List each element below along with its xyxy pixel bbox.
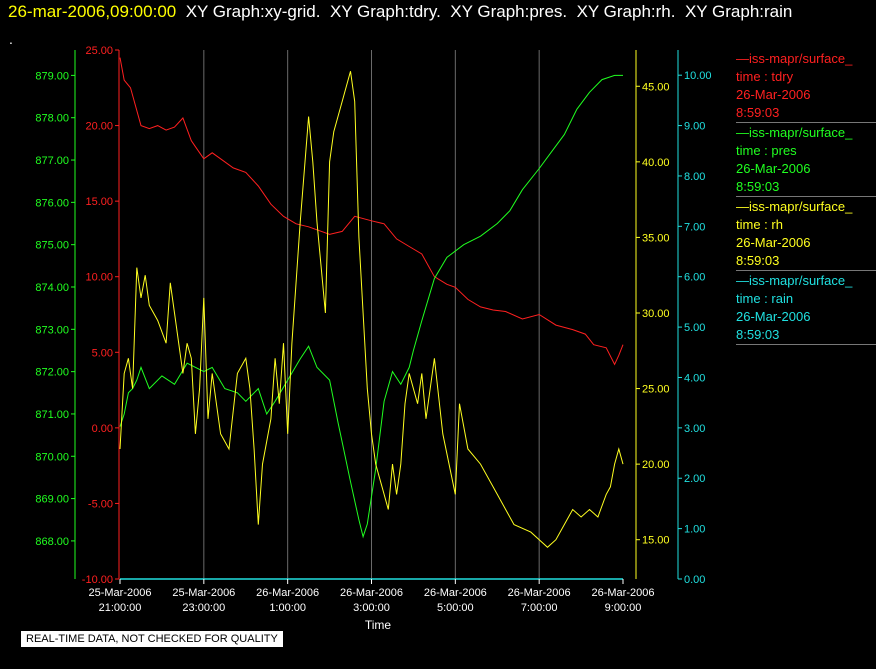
legend-rain-date: 26-Mar-2006	[736, 309, 811, 324]
header: 26-mar-2006,09:00:00 XY Graph:xy-grid. X…	[8, 2, 792, 22]
rain-tick-label: 3.00	[684, 423, 705, 435]
rh-tick-label: 15.00	[642, 535, 670, 547]
rain-tick-label: 7.00	[684, 221, 705, 233]
pres-tick-label: 868.00	[35, 536, 69, 548]
legend-rh-var: time : rh	[736, 217, 783, 232]
rain-tick-label: 4.00	[684, 372, 705, 384]
legend-pres-time: 8:59:03	[736, 179, 780, 194]
legend-rh-line: —iss-mapr/surface_	[736, 199, 853, 214]
rh-tick-label: 35.00	[642, 232, 670, 244]
tdry-tick-label: -5.00	[88, 498, 113, 510]
rain-tick-label: 0.00	[684, 574, 705, 586]
pres-tick-label: 869.00	[35, 494, 69, 506]
rh-tick-label: 25.00	[642, 384, 670, 396]
rain-tick-label: 1.00	[684, 524, 705, 536]
pres-tick-label: 871.00	[35, 409, 69, 421]
tdry-tick-label: 15.00	[85, 196, 113, 208]
pres-tick-label: 870.00	[35, 451, 69, 463]
axes: 868.00 869.00 870.00 871.00 872.00 873.00 874.…	[35, 45, 711, 586]
tdry-tick-label: -10.00	[82, 574, 113, 586]
tdry-tick-label: 0.00	[92, 423, 113, 435]
pres-tick-label: 872.00	[35, 367, 69, 379]
tdry-tick-label: 5.00	[92, 347, 113, 359]
x-tick-label-date: 26-Mar-2006	[340, 587, 403, 599]
pres-series-line	[119, 74, 623, 539]
rain-tick-label: 8.00	[684, 171, 705, 183]
x-tick-label-time: 5:00:00	[437, 602, 474, 614]
x-tick-label-date: 26-Mar-2006	[508, 587, 571, 599]
x-axis-ticks: 25-Mar-2006 21:00:00 25-Mar-2006 23:00:00 26…	[89, 579, 655, 614]
legend-rh-date: 26-Mar-2006	[736, 235, 811, 250]
x-tick-label-date: 26-Mar-2006	[592, 587, 655, 599]
rain-tick-label: 2.00	[684, 473, 705, 485]
legend-tdry: —iss-mapr/surface_ time : tdry 26-Mar-20…	[736, 50, 876, 123]
rh-tick-label: 40.00	[642, 157, 670, 169]
legend-pres-date: 26-Mar-2006	[736, 161, 811, 176]
pres-tick-label: 874.00	[35, 282, 69, 294]
legend-rain-time: 8:59:03	[736, 327, 780, 342]
rain-tick-label: 5.00	[684, 322, 705, 334]
quality-disclaimer: REAL-TIME DATA, NOT CHECKED FOR QUALITY	[21, 631, 283, 647]
legend-pres-line: —iss-mapr/surface_	[736, 125, 853, 140]
legend-tdry-line: —iss-mapr/surface_	[736, 51, 853, 66]
x-axis-label: Time	[365, 618, 392, 632]
legend-pres: —iss-mapr/surface_ time : pres 26-Mar-20…	[736, 124, 876, 197]
x-tick-label-time: 9:00:00	[605, 602, 642, 614]
timestamp: 26-mar-2006,09:00:00	[8, 2, 177, 21]
graph-title-xy-grid: XY Graph:xy-grid.	[185, 2, 321, 21]
legend-rain-var: time : rain	[736, 291, 794, 306]
rain-tick-label: 10.00	[684, 70, 712, 82]
x-tick-label-time: 1:00:00	[269, 602, 306, 614]
legend: —iss-mapr/surface_ time : tdry 26-Mar-20…	[736, 50, 876, 346]
pres-tick-label: 876.00	[35, 197, 69, 209]
x-tick-label-date: 25-Mar-2006	[172, 587, 235, 599]
legend-rh-time: 8:59:03	[736, 253, 780, 268]
status-dot: .	[9, 31, 13, 47]
graph-title-tdry: XY Graph:tdry.	[329, 2, 441, 21]
legend-rh: —iss-mapr/surface_ time : rh 26-Mar-2006…	[736, 198, 876, 271]
tdry-tick-label: 10.00	[85, 272, 113, 284]
graph-title-rain: XY Graph:rain	[684, 2, 793, 21]
legend-tdry-var: time : tdry	[736, 69, 794, 84]
legend-rain-line: —iss-mapr/surface_	[736, 273, 853, 288]
x-tick-label-time: 7:00:00	[521, 602, 558, 614]
rh-tick-label: 20.00	[642, 459, 670, 471]
legend-pres-var: time : pres	[736, 143, 797, 158]
legend-tdry-time: 8:59:03	[736, 105, 780, 120]
pres-tick-label: 875.00	[35, 240, 69, 252]
rain-tick-label: 9.00	[684, 121, 705, 133]
x-tick-label-time: 3:00:00	[353, 602, 390, 614]
pres-tick-label: 878.00	[35, 113, 69, 125]
legend-rain: —iss-mapr/surface_ time : rain 26-Mar-20…	[736, 272, 876, 345]
graph-title-pres: XY Graph:pres.	[450, 2, 568, 21]
tdry-series-line	[119, 57, 624, 366]
graph-title-rh: XY Graph:rh.	[576, 2, 676, 21]
pres-tick-label: 873.00	[35, 324, 69, 336]
rh-tick-label: 30.00	[642, 308, 670, 320]
pres-tick-label: 879.00	[35, 70, 69, 82]
rh-series-line	[119, 71, 624, 548]
tdry-tick-label: 25.00	[85, 45, 113, 57]
legend-tdry-date: 26-Mar-2006	[736, 87, 811, 102]
pres-tick-label: 877.00	[35, 155, 69, 167]
x-tick-label-date: 25-Mar-2006	[89, 587, 152, 599]
tdry-tick-label: 20.00	[85, 121, 113, 133]
x-tick-label-time: 23:00:00	[182, 602, 225, 614]
x-tick-label-date: 26-Mar-2006	[256, 587, 319, 599]
rain-tick-label: 6.00	[684, 272, 705, 284]
x-tick-label-date: 26-Mar-2006	[424, 587, 487, 599]
x-tick-label-time: 21:00:00	[99, 602, 142, 614]
rh-tick-label: 45.00	[642, 81, 670, 93]
